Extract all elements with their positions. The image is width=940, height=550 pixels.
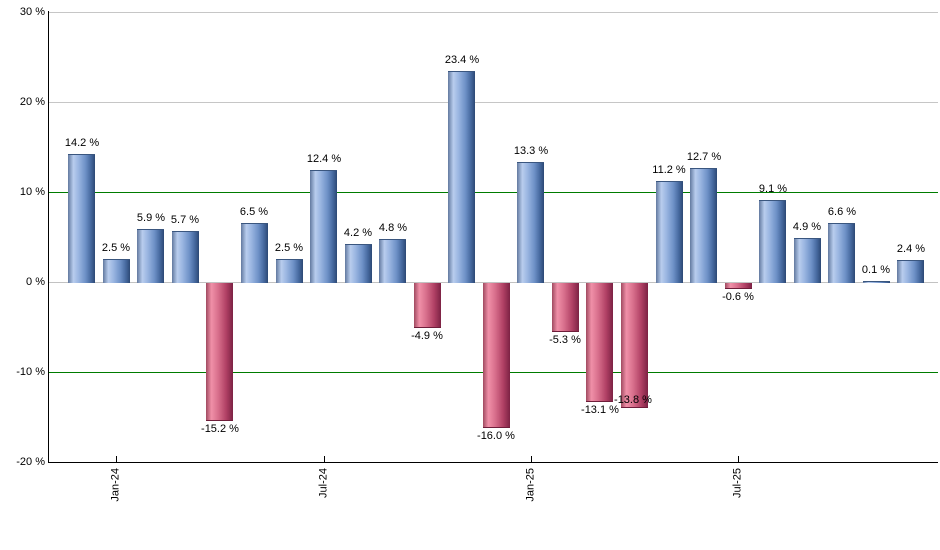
negative-bar-oct-24	[414, 283, 441, 328]
x-axis-line	[48, 462, 938, 463]
positive-bar-jun-24	[276, 259, 303, 283]
positive-bar-jan-25	[517, 162, 544, 283]
bar-value-label-dec-23: 14.2 %	[64, 137, 100, 149]
bar-value-label-dec-24: -16.0 %	[477, 430, 515, 442]
bar-value-label-oct-24: -4.9 %	[411, 330, 443, 342]
bar-value-label-dec-25: 2.4 %	[896, 243, 926, 255]
negative-bar-dec-24	[483, 283, 510, 428]
bar-value-label-apr-24: -15.2 %	[201, 423, 239, 435]
positive-bar-jan-24	[103, 259, 130, 283]
bar-value-label-jun-24: 2.5 %	[274, 242, 304, 254]
negative-bar-feb-25	[552, 283, 579, 332]
positive-bar-oct-25	[828, 223, 855, 283]
bar-value-label-feb-25: -5.3 %	[549, 334, 581, 346]
negative-bar-apr-24	[206, 283, 233, 421]
bar-value-label-may-24: 6.5 %	[239, 206, 269, 218]
bar-value-label-may-25: 11.2 %	[652, 164, 686, 176]
gridline-10pct	[49, 192, 938, 193]
x-axis-tick-jul-25	[738, 456, 739, 462]
bar-value-label-aug-24: 4.2 %	[343, 227, 373, 239]
gridline-20pct	[49, 102, 938, 103]
positive-bar-nov-25	[863, 281, 890, 283]
positive-bar-jun-25	[690, 168, 717, 283]
gridline-30pct	[49, 12, 938, 13]
x-axis-label-jul-25: Jul-25	[731, 468, 744, 498]
positive-bar-aug-25	[759, 200, 786, 283]
x-axis-tick-jan-25	[531, 456, 532, 462]
bar-value-label-mar-24: 5.7 %	[170, 214, 200, 226]
positive-bar-may-25	[656, 181, 683, 283]
positive-bar-jul-24	[310, 170, 337, 283]
bar-value-label-jul-25: -0.6 %	[722, 291, 754, 303]
positive-bar-sep-24	[379, 239, 406, 283]
positive-bar-may-24	[241, 223, 268, 283]
positive-bar-sep-25	[794, 238, 821, 283]
positive-bar-dec-25	[897, 260, 924, 283]
bar-value-label-aug-25: 9.1 %	[758, 183, 788, 195]
positive-bar-dec-23	[68, 154, 95, 283]
positive-bar-aug-24	[345, 244, 372, 283]
bar-value-label-sep-24: 4.8 %	[378, 222, 408, 234]
x-axis-label-jul-24: Jul-24	[317, 468, 330, 498]
x-axis-label-jan-25: Jan-25	[524, 468, 537, 502]
y-axis-line	[48, 11, 49, 463]
y-axis-label--10pct: -10 %	[16, 366, 45, 378]
negative-bar-apr-25	[621, 283, 648, 408]
y-axis-label-0pct: 0 %	[26, 276, 45, 288]
x-axis-tick-jan-24	[116, 456, 117, 462]
bar-value-label-jan-24: 2.5 %	[101, 242, 131, 254]
positive-bar-mar-24	[172, 231, 199, 283]
gridline-0pct	[49, 282, 938, 283]
x-axis-tick-jul-24	[324, 456, 325, 462]
y-axis-label--20pct: -20 %	[16, 456, 45, 468]
negative-bar-jul-25	[725, 283, 752, 289]
bar-value-label-feb-24: 5.9 %	[136, 212, 166, 224]
negative-bar-mar-25	[586, 283, 613, 402]
bar-value-label-sep-25: 4.9 %	[792, 221, 822, 233]
bar-value-label-jul-24: 12.4 %	[306, 153, 342, 165]
y-axis-label-30pct: 30 %	[19, 6, 45, 18]
bar-value-label-oct-25: 6.6 %	[827, 206, 857, 218]
y-axis-label-10pct: 10 %	[19, 186, 45, 198]
bar-value-label-jan-25: 13.3 %	[513, 145, 549, 157]
bar-value-label-nov-25: 0.1 %	[861, 264, 891, 276]
positive-bar-feb-24	[137, 229, 164, 283]
positive-bar-nov-24	[448, 71, 475, 283]
bar-value-label-nov-24: 23.4 %	[444, 54, 480, 66]
y-axis-label-20pct: 20 %	[19, 96, 45, 108]
bar-value-label-mar-25: -13.1 %	[581, 404, 619, 416]
bar-value-label-jun-25: 12.7 %	[686, 151, 722, 163]
bar-value-label-apr-25: -13.8 %	[614, 394, 652, 406]
x-axis-label-jan-24: Jan-24	[109, 468, 122, 502]
